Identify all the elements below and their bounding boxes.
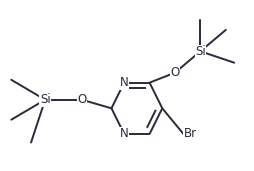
Text: Br: Br	[183, 127, 197, 140]
Text: O: O	[170, 66, 180, 79]
Text: O: O	[77, 93, 86, 106]
Text: N: N	[120, 127, 129, 140]
Text: N: N	[120, 76, 129, 89]
Text: Si: Si	[195, 45, 206, 58]
Text: Si: Si	[40, 93, 51, 106]
